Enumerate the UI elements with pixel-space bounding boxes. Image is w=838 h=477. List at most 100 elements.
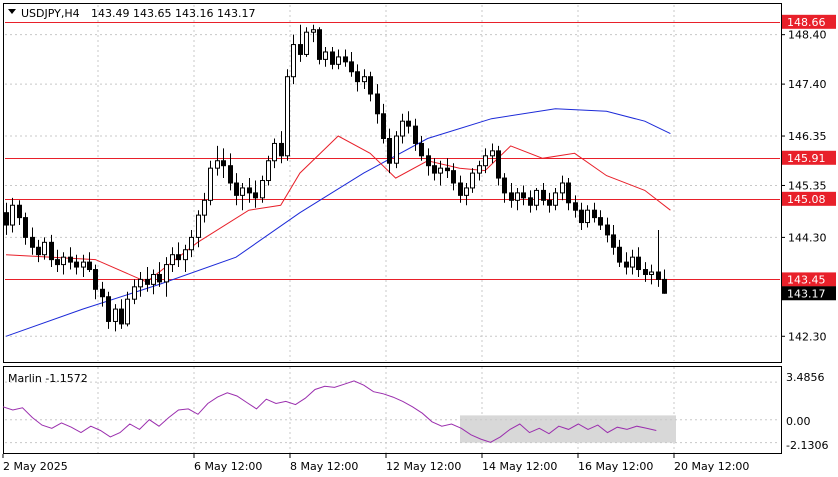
candle-down (502, 177, 507, 194)
candle-up (272, 142, 277, 162)
candle-down (17, 204, 22, 219)
candle-down (368, 76, 373, 95)
candle-up (81, 261, 86, 268)
main-panel-frame (3, 3, 782, 363)
candle-down (458, 182, 463, 196)
candle-down (221, 160, 226, 167)
candle-down (49, 241, 54, 261)
time-label: 12 May 12:00 (386, 460, 461, 473)
osc-level-bottom: -2.1306 (786, 439, 828, 452)
candle-down (330, 51, 335, 65)
ohlc-values: 143.49 143.65 143.16 143.17 (91, 7, 255, 20)
price-tick-label: 144.30 (788, 231, 827, 244)
candle-down (100, 288, 105, 298)
candle-up (183, 249, 188, 261)
candle-up (202, 199, 207, 216)
chart-header: USDJPY,H4 143.49 143.65 143.16 143.17 (8, 7, 255, 20)
candle-down (598, 217, 603, 226)
candle-down (406, 120, 411, 127)
indicator-panel-frame (3, 366, 782, 454)
candle-down (55, 259, 60, 266)
level-tag: 145.91 (787, 152, 826, 165)
time-label: 14 May 12:00 (482, 460, 557, 473)
osc-level-top: 3.4856 (786, 371, 825, 384)
candle-down (592, 209, 597, 219)
candle-up (42, 241, 47, 256)
candle-up (490, 150, 495, 157)
candle-down (426, 155, 431, 167)
candle-up (151, 273, 156, 285)
candle-down (381, 113, 386, 139)
candle-down (643, 269, 648, 275)
candle-up (534, 189, 539, 206)
candle-up (438, 167, 443, 174)
candle-down (432, 165, 437, 174)
candle-down (157, 273, 162, 283)
candles (4, 24, 667, 332)
candle-down (68, 256, 73, 263)
candle-up (553, 192, 558, 206)
time-label: 2 May 2025 (3, 460, 68, 473)
candle-down (617, 246, 622, 263)
candle-down (662, 278, 667, 294)
candle-down (579, 209, 584, 224)
candle-down (234, 182, 239, 196)
candle-up (138, 278, 143, 288)
candle-down (87, 261, 92, 271)
candle-down (528, 197, 533, 206)
candle-down (23, 217, 28, 238)
candle-down (656, 271, 661, 280)
candle-up (260, 180, 265, 199)
candle-up (189, 236, 194, 251)
price-tick-label: 148.40 (788, 29, 827, 42)
candle-down (106, 296, 111, 322)
level-tag-bg (782, 272, 836, 287)
candle-down (298, 44, 303, 55)
candle-up (470, 172, 475, 189)
price-tick-label: 147.40 (788, 78, 827, 91)
candle-down (496, 150, 501, 179)
candle-up (336, 56, 341, 65)
candle-down (605, 224, 610, 236)
candle-up (483, 155, 488, 167)
candle-up (515, 192, 520, 201)
candle-up (477, 165, 482, 174)
candle-up (208, 167, 213, 201)
candle-down (573, 202, 578, 211)
candle-up (323, 51, 328, 60)
symbol-label: USDJPY,H4 (21, 7, 80, 20)
time-axis: 2 May 2025 6 May 12:00 8 May 12:00 12 May 1… (2, 454, 749, 473)
candle-up (464, 187, 469, 196)
price-tick-label: 145.35 (788, 179, 827, 192)
candle-down (253, 192, 258, 199)
level-lines (5, 22, 780, 280)
candle-up (400, 120, 405, 137)
candle-up (560, 182, 565, 194)
candle-down (279, 142, 284, 157)
candle-down (375, 93, 380, 115)
symbol-dropdown-icon[interactable] (8, 9, 16, 14)
candle-up (649, 271, 654, 275)
candle-up (394, 135, 399, 164)
candle-down (247, 187, 252, 194)
candle-up (291, 44, 296, 78)
candle-down (355, 71, 360, 83)
candle-up (304, 31, 309, 55)
time-label: 16 May 12:00 (578, 460, 653, 473)
fast-ma-line (5, 135, 671, 283)
candle-down (343, 56, 348, 63)
candle-up (215, 160, 220, 169)
candle-down (349, 61, 354, 73)
candle-down (228, 165, 233, 184)
candle-up (240, 187, 245, 196)
price-tick-label: 142.30 (788, 330, 827, 343)
candle-down (74, 261, 79, 268)
oscillator-line (2, 380, 657, 443)
candle-down (624, 261, 629, 268)
candle-down (145, 278, 150, 285)
time-label: 20 May 12:00 (674, 460, 749, 473)
candle-up (285, 76, 290, 157)
candle-down (419, 142, 424, 157)
